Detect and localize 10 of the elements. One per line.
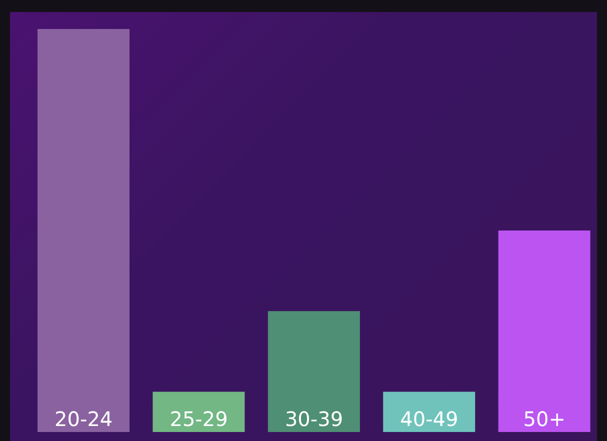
bar — [268, 311, 360, 432]
bar — [152, 392, 245, 432]
x-tick-label: 20-24 — [54, 407, 113, 431]
bar — [383, 392, 476, 432]
x-tick-label: 40-49 — [400, 407, 458, 431]
bar — [498, 230, 590, 432]
x-tick-label: 30-39 — [284, 407, 344, 431]
x-tick-label: 25-29 — [170, 407, 228, 431]
x-tick-label: 50+ — [523, 407, 566, 431]
bar — [38, 29, 130, 432]
